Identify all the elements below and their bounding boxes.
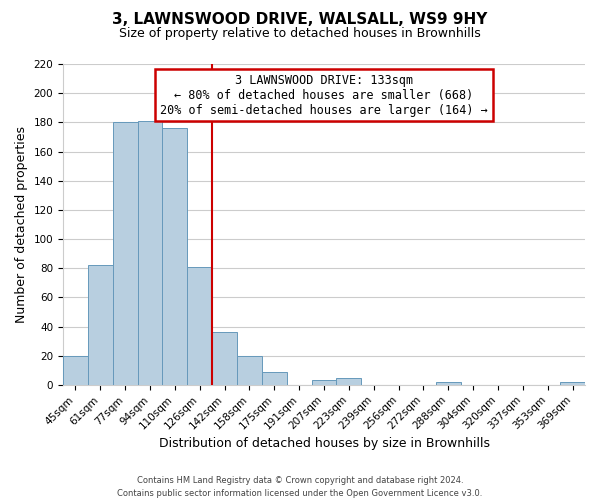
Bar [262, 372, 287, 385]
Text: Contains HM Land Registry data © Crown copyright and database right 2024.
Contai: Contains HM Land Registry data © Crown c… [118, 476, 482, 498]
Bar [63, 356, 88, 385]
Bar [560, 382, 585, 385]
Bar [113, 122, 137, 385]
Bar [212, 332, 237, 385]
Bar [237, 356, 262, 385]
Y-axis label: Number of detached properties: Number of detached properties [15, 126, 28, 323]
Text: 3, LAWNSWOOD DRIVE, WALSALL, WS9 9HY: 3, LAWNSWOOD DRIVE, WALSALL, WS9 9HY [112, 12, 488, 28]
Bar [163, 128, 187, 385]
Bar [137, 121, 163, 385]
Text: 3 LAWNSWOOD DRIVE: 133sqm
← 80% of detached houses are smaller (668)
20% of semi: 3 LAWNSWOOD DRIVE: 133sqm ← 80% of detac… [160, 74, 488, 116]
Bar [436, 382, 461, 385]
Text: Size of property relative to detached houses in Brownhills: Size of property relative to detached ho… [119, 28, 481, 40]
Bar [337, 378, 361, 385]
Bar [311, 380, 337, 385]
Bar [187, 266, 212, 385]
X-axis label: Distribution of detached houses by size in Brownhills: Distribution of detached houses by size … [158, 437, 490, 450]
Bar [88, 266, 113, 385]
